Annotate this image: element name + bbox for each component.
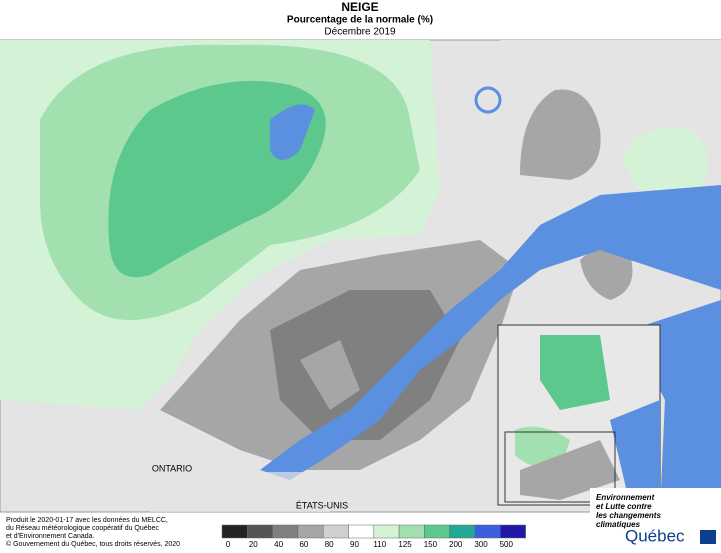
legend-swatch xyxy=(398,524,425,539)
footer-line: et d'Environnement Canada. xyxy=(6,533,95,540)
legend-swatch xyxy=(247,524,273,539)
legend-label: 60 xyxy=(299,540,308,548)
logo-line: les changements xyxy=(596,511,661,520)
map-label: ONTARIO xyxy=(152,463,192,473)
legend-label: 40 xyxy=(274,540,283,548)
period: Décembre 2019 xyxy=(324,27,396,38)
legend-label: 20 xyxy=(249,540,258,548)
legend-label: 150 xyxy=(424,540,438,548)
legend-label: 200 xyxy=(449,540,463,548)
title: NEIGE xyxy=(341,0,378,14)
legend-label: 80 xyxy=(325,540,334,548)
legend-label: 90 xyxy=(350,540,359,548)
legend-swatch xyxy=(500,524,526,539)
logo-line: climatiques xyxy=(596,520,641,529)
legend-label: 125 xyxy=(398,540,412,548)
inset-map xyxy=(497,324,661,506)
footer-line: du Réseau météorologique coopératif du Q… xyxy=(6,525,159,532)
legend-swatch xyxy=(221,524,248,539)
legend-swatch xyxy=(474,524,501,539)
legend-swatch xyxy=(322,524,349,539)
footer-line: Produit le 2020-01-17 avec les données d… xyxy=(6,517,168,524)
subtitle: Pourcentage de la normale (%) xyxy=(287,15,433,26)
legend: 0 20 40 60 80 90 110 125 150 200 300 500 xyxy=(221,524,526,549)
legend-label: 110 xyxy=(373,540,386,548)
logo-line: Environnement xyxy=(596,493,655,502)
logo-brand: Québec xyxy=(625,526,685,545)
map-label: ÉTATS-UNIS xyxy=(296,500,348,510)
logo-line: et Lutte contre xyxy=(596,502,652,511)
legend-swatch xyxy=(373,524,400,539)
legend-swatch xyxy=(424,524,450,539)
legend-swatch xyxy=(449,524,476,539)
logo: Environnement et Lutte contre les change… xyxy=(590,488,721,548)
legend-label: 300 xyxy=(474,540,488,548)
legend-swatch xyxy=(272,524,299,539)
copyright: © Gouvernement du Québec, tous droits ré… xyxy=(6,540,180,548)
legend-swatch xyxy=(297,524,324,539)
legend-label: 0 xyxy=(226,540,231,548)
footer: Produit le 2020-01-17 avec les données d… xyxy=(6,517,180,548)
legend-label: 500 xyxy=(500,540,514,548)
map: ONTARIO ÉTATS-UNIS xyxy=(0,39,721,513)
legend-swatch xyxy=(348,524,375,539)
